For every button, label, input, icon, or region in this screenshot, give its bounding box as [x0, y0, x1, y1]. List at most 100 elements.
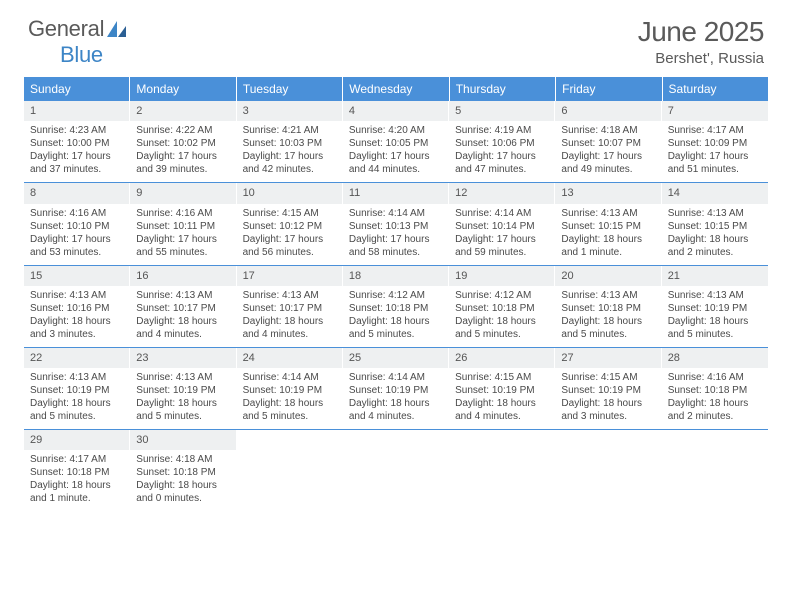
sunset-line: Sunset: 10:17 PM: [243, 302, 337, 315]
daylight-line: Daylight: 18 hours and 4 minutes.: [455, 397, 549, 423]
day-number: 23: [130, 348, 236, 368]
weekday-saturday: Saturday: [663, 77, 768, 101]
day-cell: 13Sunrise: 4:13 AMSunset: 10:15 PMDaylig…: [555, 183, 661, 264]
sunset-line: Sunset: 10:18 PM: [30, 466, 124, 479]
day-cell: .: [237, 430, 343, 511]
day-cell: 9Sunrise: 4:16 AMSunset: 10:11 PMDayligh…: [130, 183, 236, 264]
day-body: Sunrise: 4:16 AMSunset: 10:18 PMDaylight…: [662, 371, 768, 423]
day-body: Sunrise: 4:16 AMSunset: 10:10 PMDaylight…: [24, 207, 130, 259]
day-cell: .: [449, 430, 555, 511]
day-number: 1: [24, 101, 130, 121]
day-cell: 24Sunrise: 4:14 AMSunset: 10:19 PMDaylig…: [237, 348, 343, 429]
day-number: 24: [237, 348, 343, 368]
daylight-line: Daylight: 18 hours and 1 minute.: [561, 233, 655, 259]
day-number: 7: [662, 101, 768, 121]
daylight-line: Daylight: 17 hours and 47 minutes.: [455, 150, 549, 176]
sunrise-line: Sunrise: 4:16 AM: [668, 371, 762, 384]
day-cell: 16 Sunrise: 4:13 AMSunset: 10:17 PMDaylig…: [130, 266, 236, 347]
weekday-header-row: Sunday Monday Tuesday Wednesday Thursday…: [24, 77, 768, 101]
daylight-line: Daylight: 18 hours and 5 minutes.: [349, 315, 443, 341]
day-body: Sunrise: 4:13 AMSunset: 10:17 PMDaylight…: [130, 289, 236, 341]
day-cell: 11Sunrise: 4:14 AMSunset: 10:13 PMDaylig…: [343, 183, 449, 264]
day-number: 16: [130, 266, 236, 286]
week-row: 1Sunrise: 4:23 AMSunset: 10:00 PMDayligh…: [24, 101, 768, 183]
sunset-line: Sunset: 10:19 PM: [243, 384, 337, 397]
daylight-line: Daylight: 17 hours and 49 minutes.: [561, 150, 655, 176]
week-row: 8Sunrise: 4:16 AMSunset: 10:10 PMDayligh…: [24, 183, 768, 265]
day-number: 6: [555, 101, 661, 121]
day-cell: 29 Sunrise: 4:17 AMSunset: 10:18 PMDaylig…: [24, 430, 130, 511]
daylight-line: Daylight: 18 hours and 5 minutes.: [136, 397, 230, 423]
sunset-line: Sunset: 10:18 PM: [455, 302, 549, 315]
day-body: Sunrise: 4:17 AMSunset: 10:18 PMDaylight…: [24, 453, 130, 505]
day-cell: .: [555, 430, 661, 511]
sunset-line: Sunset: 10:02 PM: [136, 137, 230, 150]
sunset-line: Sunset: 10:14 PM: [455, 220, 549, 233]
day-number: 11: [343, 183, 449, 203]
day-body: Sunrise: 4:14 AMSunset: 10:19 PMDaylight…: [343, 371, 449, 423]
day-body: Sunrise: 4:22 AMSunset: 10:02 PMDaylight…: [130, 124, 236, 176]
daylight-line: Daylight: 17 hours and 58 minutes.: [349, 233, 443, 259]
sunrise-line: Sunrise: 4:21 AM: [243, 124, 337, 137]
sunset-line: Sunset: 10:18 PM: [349, 302, 443, 315]
sunrise-line: Sunrise: 4:13 AM: [30, 289, 124, 302]
day-number: 15: [24, 266, 130, 286]
day-body: Sunrise: 4:15 AMSunset: 10:19 PMDaylight…: [555, 371, 661, 423]
day-cell: 30Sunrise: 4:18 AMSunset: 10:18 PMDaylig…: [130, 430, 236, 511]
day-cell: 2Sunrise: 4:22 AMSunset: 10:02 PMDayligh…: [130, 101, 236, 182]
month-title: June 2025: [638, 16, 764, 48]
day-number: 17: [237, 266, 343, 286]
daylight-line: Daylight: 18 hours and 4 minutes.: [349, 397, 443, 423]
sunrise-line: Sunrise: 4:16 AM: [136, 207, 230, 220]
sunrise-line: Sunrise: 4:13 AM: [136, 371, 230, 384]
daylight-line: Daylight: 18 hours and 3 minutes.: [30, 315, 124, 341]
day-number: 22: [24, 348, 130, 368]
logo-text-blue: Blue: [60, 42, 103, 68]
day-body: Sunrise: 4:19 AMSunset: 10:06 PMDaylight…: [449, 124, 555, 176]
day-number: 21: [662, 266, 768, 286]
day-body: Sunrise: 4:13 AMSunset: 10:19 PMDaylight…: [662, 289, 768, 341]
day-body: Sunrise: 4:16 AMSunset: 10:11 PMDaylight…: [130, 207, 236, 259]
day-number: 29: [24, 430, 130, 450]
daylight-line: Daylight: 17 hours and 37 minutes.: [30, 150, 124, 176]
sunrise-line: Sunrise: 4:17 AM: [30, 453, 124, 466]
daylight-line: Daylight: 18 hours and 5 minutes.: [243, 397, 337, 423]
day-cell: 14Sunrise: 4:13 AMSunset: 10:15 PMDaylig…: [662, 183, 768, 264]
sunrise-line: Sunrise: 4:13 AM: [561, 207, 655, 220]
day-cell: .: [662, 430, 768, 511]
sunset-line: Sunset: 10:09 PM: [668, 137, 762, 150]
day-cell: 22Sunrise: 4:13 AMSunset: 10:19 PMDaylig…: [24, 348, 130, 429]
day-number: 14: [662, 183, 768, 203]
day-cell: 20Sunrise: 4:13 AMSunset: 10:18 PMDaylig…: [555, 266, 661, 347]
day-body: Sunrise: 4:13 AMSunset: 10:19 PMDaylight…: [130, 371, 236, 423]
sunrise-line: Sunrise: 4:13 AM: [136, 289, 230, 302]
sunrise-line: Sunrise: 4:14 AM: [455, 207, 549, 220]
sunrise-line: Sunrise: 4:14 AM: [349, 371, 443, 384]
sunset-line: Sunset: 10:19 PM: [136, 384, 230, 397]
daylight-line: Daylight: 17 hours and 39 minutes.: [136, 150, 230, 176]
sunrise-line: Sunrise: 4:15 AM: [455, 371, 549, 384]
weekday-friday: Friday: [556, 77, 662, 101]
day-number: 8: [24, 183, 130, 203]
sunrise-line: Sunrise: 4:20 AM: [349, 124, 443, 137]
sunset-line: Sunset: 10:05 PM: [349, 137, 443, 150]
day-cell: 6Sunrise: 4:18 AMSunset: 10:07 PMDayligh…: [555, 101, 661, 182]
sunset-line: Sunset: 10:10 PM: [30, 220, 124, 233]
daylight-line: Daylight: 18 hours and 2 minutes.: [668, 397, 762, 423]
day-cell: 25 Sunrise: 4:14 AMSunset: 10:19 PMDaylig…: [343, 348, 449, 429]
daylight-line: Daylight: 17 hours and 56 minutes.: [243, 233, 337, 259]
logo-text-general: General: [28, 16, 104, 42]
daylight-line: Daylight: 18 hours and 5 minutes.: [561, 315, 655, 341]
sunrise-line: Sunrise: 4:14 AM: [349, 207, 443, 220]
day-cell: 1Sunrise: 4:23 AMSunset: 10:00 PMDayligh…: [24, 101, 130, 182]
sunset-line: Sunset: 10:15 PM: [561, 220, 655, 233]
sunrise-line: Sunrise: 4:22 AM: [136, 124, 230, 137]
day-body: Sunrise: 4:13 AMSunset: 10:15 PMDaylight…: [555, 207, 661, 259]
sunset-line: Sunset: 10:18 PM: [136, 466, 230, 479]
sunset-line: Sunset: 10:16 PM: [30, 302, 124, 315]
day-cell: 15 Sunrise: 4:13 AMSunset: 10:16 PMDaylig…: [24, 266, 130, 347]
location-label: Bershet', Russia: [638, 50, 764, 67]
sunrise-line: Sunrise: 4:13 AM: [30, 371, 124, 384]
day-number: 25: [343, 348, 449, 368]
day-body: Sunrise: 4:20 AMSunset: 10:05 PMDaylight…: [343, 124, 449, 176]
